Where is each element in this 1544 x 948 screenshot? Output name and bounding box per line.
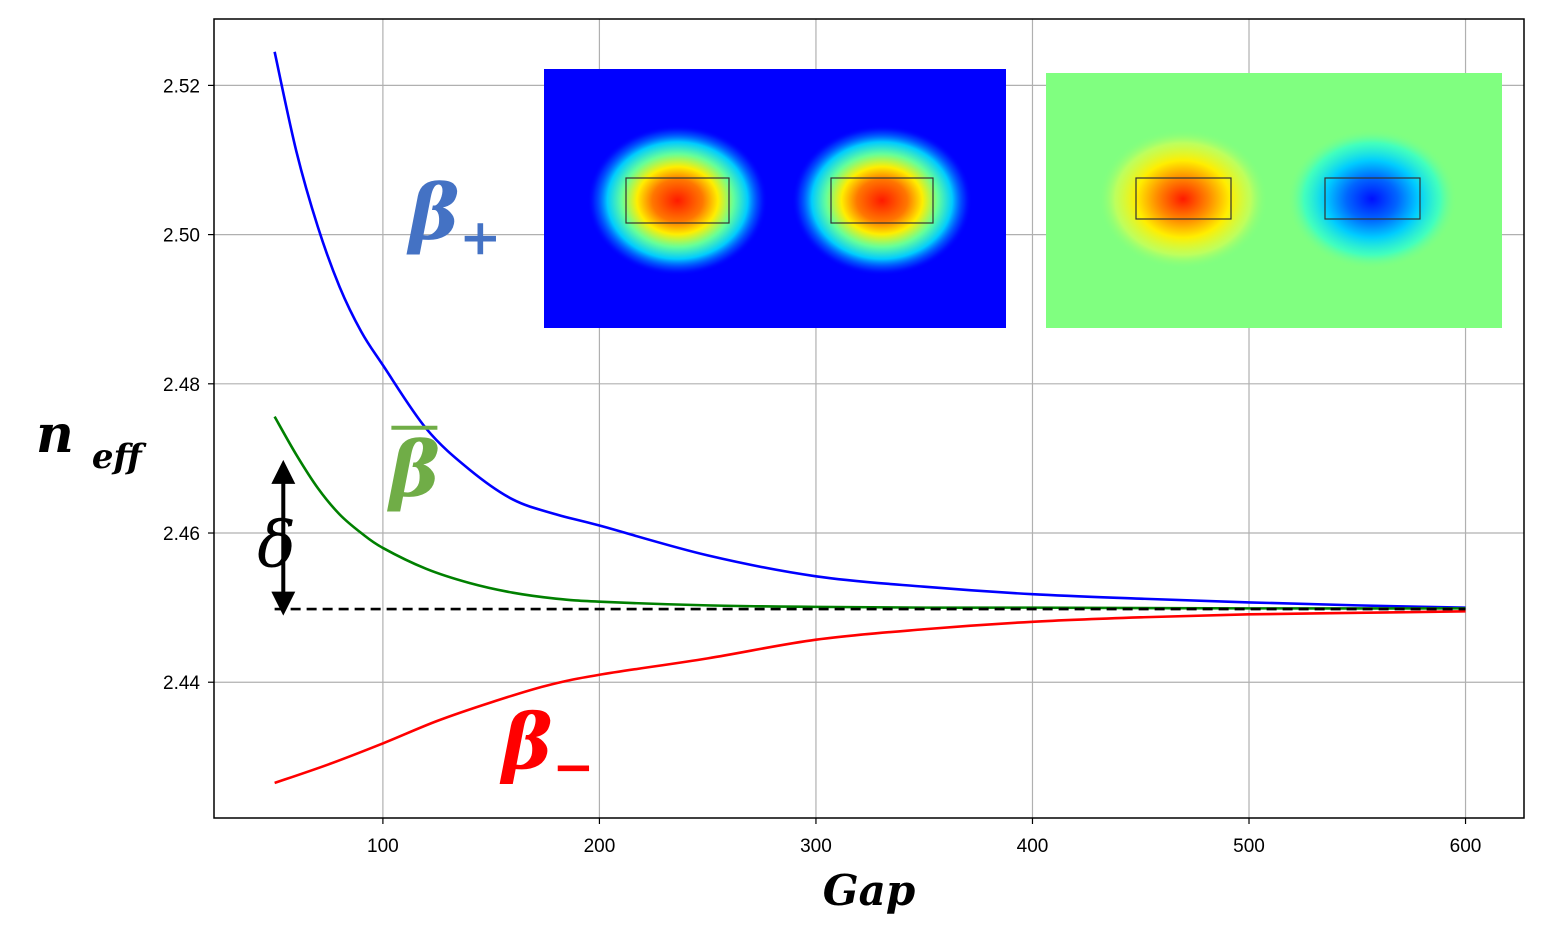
field-lobe-negative	[1287, 129, 1457, 269]
x-tick-label: 400	[1017, 836, 1049, 857]
antisymmetric-mode-inset	[1046, 73, 1502, 328]
series-line-1	[273, 51, 1466, 609]
beta-minus-label-subscript: −	[552, 737, 594, 796]
series-line-2	[273, 415, 1466, 610]
beta-plus-label-subscript: +	[459, 207, 501, 266]
beta-bar-label-symbol: β	[386, 425, 439, 514]
symmetric-mode-inset	[544, 69, 1006, 328]
delta-label: δ	[257, 509, 296, 583]
annotations: β+ββ−δ	[257, 167, 594, 796]
field-lobe-positive	[1098, 129, 1268, 269]
field-lobe	[587, 125, 768, 276]
y-axis-ticks: 2.44 2.46 2.48 2.50 2.52	[163, 76, 214, 694]
y-tick-label: 2.44	[163, 673, 200, 694]
waveguide-core	[1324, 177, 1421, 220]
x-axis-label: Gap	[823, 866, 915, 915]
waveguide-core	[625, 177, 730, 224]
x-tick-label: 100	[367, 836, 399, 857]
y-tick-label: 2.48	[163, 375, 200, 396]
plot-frame	[213, 18, 1525, 819]
x-tick-label: 500	[1233, 836, 1265, 857]
beta-plus-label-symbol: β	[406, 167, 459, 256]
field-lobe	[792, 125, 972, 276]
beta-minus-label-symbol: β	[499, 697, 552, 786]
waveguide-core	[830, 177, 934, 224]
series-line-3	[274, 610, 1466, 785]
beta-bar-label: β	[386, 425, 439, 514]
x-axis-ticks: 100 200 300 400 500 600	[367, 818, 1481, 857]
series-lines	[273, 51, 1466, 785]
waveguide-core	[1135, 177, 1232, 220]
y-axis-label: n eff	[36, 404, 148, 477]
y-axis-label-subscript: eff	[92, 437, 148, 477]
y-tick-label: 2.46	[163, 524, 200, 545]
y-tick-label: 2.52	[163, 76, 200, 97]
x-tick-label: 300	[800, 836, 832, 857]
beta-minus-label: β−	[499, 697, 594, 796]
mode-insets	[544, 69, 1502, 328]
x-tick-label: 600	[1450, 836, 1482, 857]
beta-plus-label: β+	[406, 167, 501, 266]
x-tick-label: 200	[584, 836, 616, 857]
y-tick-label: 2.50	[163, 226, 200, 247]
y-axis-label-main: n	[36, 404, 74, 465]
